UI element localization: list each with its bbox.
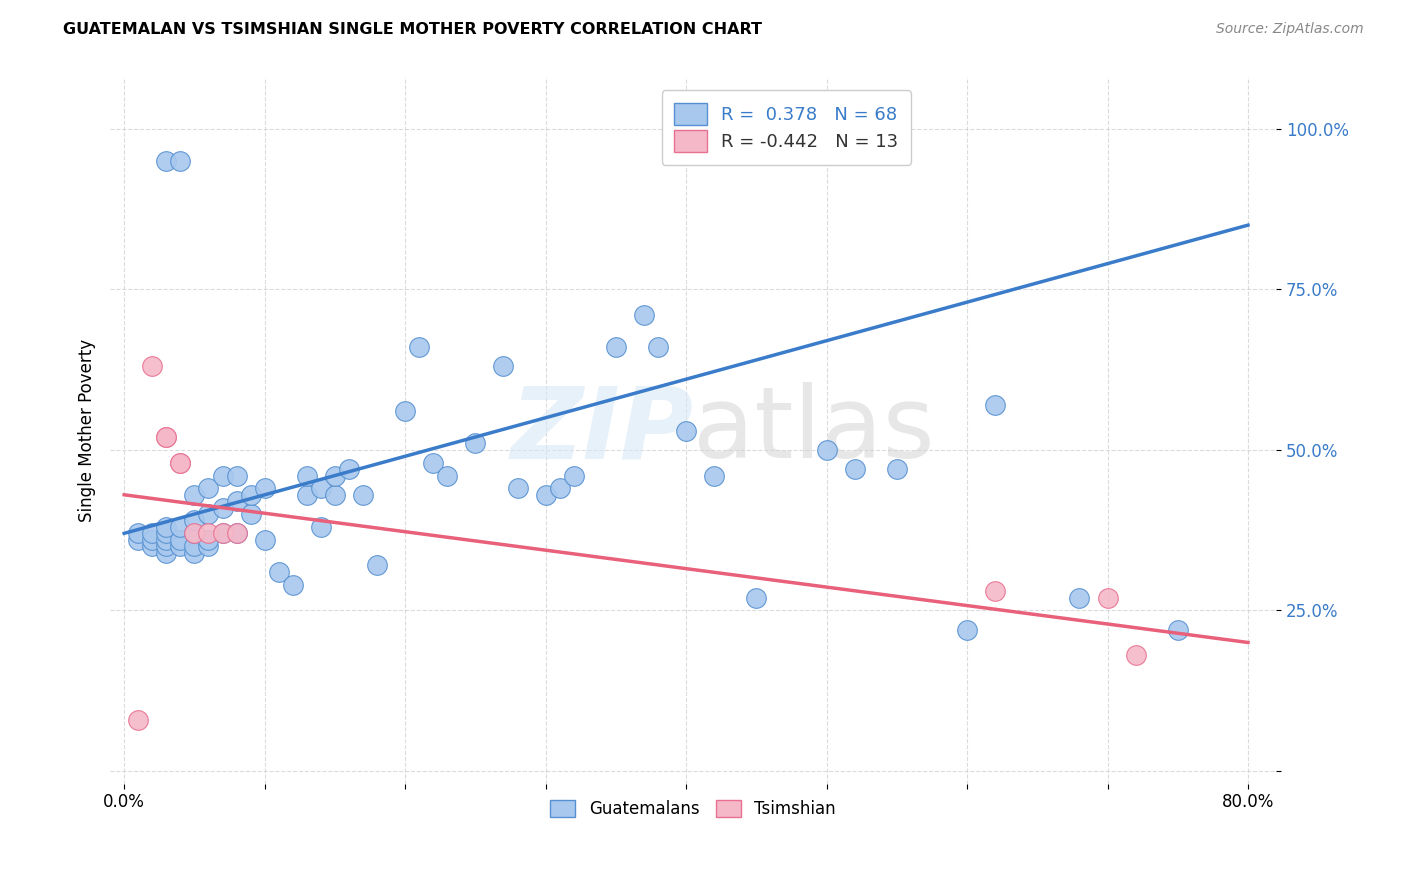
Point: [464, 436, 486, 450]
Point: [295, 468, 318, 483]
Point: [548, 482, 571, 496]
Point: [239, 488, 262, 502]
Point: [169, 520, 191, 534]
Point: [309, 482, 332, 496]
Point: [492, 359, 515, 374]
Point: [267, 565, 290, 579]
Point: [183, 513, 205, 527]
Point: [155, 430, 177, 444]
Point: [183, 526, 205, 541]
Point: [281, 577, 304, 591]
Point: [225, 526, 247, 541]
Point: [127, 533, 149, 547]
Point: [197, 482, 219, 496]
Point: [155, 520, 177, 534]
Text: GUATEMALAN VS TSIMSHIAN SINGLE MOTHER POVERTY CORRELATION CHART: GUATEMALAN VS TSIMSHIAN SINGLE MOTHER PO…: [63, 22, 762, 37]
Point: [141, 359, 163, 374]
Point: [562, 468, 585, 483]
Point: [436, 468, 458, 483]
Point: [1069, 591, 1091, 605]
Point: [141, 526, 163, 541]
Point: [703, 468, 725, 483]
Point: [633, 308, 655, 322]
Point: [141, 533, 163, 547]
Y-axis label: Single Mother Poverty: Single Mother Poverty: [79, 339, 96, 522]
Point: [366, 558, 388, 573]
Point: [534, 488, 557, 502]
Point: [337, 462, 360, 476]
Point: [127, 526, 149, 541]
Point: [183, 488, 205, 502]
Point: [984, 584, 1007, 599]
Point: [295, 488, 318, 502]
Point: [253, 533, 276, 547]
Point: [169, 533, 191, 547]
Text: Source: ZipAtlas.com: Source: ZipAtlas.com: [1216, 22, 1364, 37]
Point: [675, 424, 697, 438]
Point: [408, 340, 430, 354]
Point: [197, 526, 219, 541]
Point: [183, 526, 205, 541]
Point: [155, 430, 177, 444]
Point: [1167, 623, 1189, 637]
Point: [253, 482, 276, 496]
Point: [956, 623, 979, 637]
Point: [984, 398, 1007, 412]
Point: [211, 468, 233, 483]
Point: [183, 545, 205, 559]
Point: [211, 526, 233, 541]
Point: [1097, 591, 1119, 605]
Point: [197, 533, 219, 547]
Point: [169, 153, 191, 168]
Point: [155, 533, 177, 547]
Point: [745, 591, 768, 605]
Point: [211, 526, 233, 541]
Point: [225, 468, 247, 483]
Point: [127, 713, 149, 727]
Point: [394, 404, 416, 418]
Point: [225, 526, 247, 541]
Point: [197, 507, 219, 521]
Point: [1125, 648, 1147, 663]
Point: [844, 462, 866, 476]
Point: [506, 482, 529, 496]
Point: [169, 456, 191, 470]
Point: [197, 539, 219, 553]
Point: [323, 488, 346, 502]
Point: [309, 520, 332, 534]
Point: [155, 153, 177, 168]
Point: [211, 500, 233, 515]
Point: [155, 526, 177, 541]
Point: [352, 488, 374, 502]
Point: [169, 539, 191, 553]
Point: [155, 539, 177, 553]
Point: [183, 539, 205, 553]
Point: [155, 545, 177, 559]
Point: [605, 340, 627, 354]
Legend: Guatemalans, Tsimshian: Guatemalans, Tsimshian: [544, 793, 842, 825]
Text: ZIP: ZIP: [510, 382, 693, 479]
Point: [647, 340, 669, 354]
Point: [169, 456, 191, 470]
Point: [239, 507, 262, 521]
Point: [422, 456, 444, 470]
Point: [141, 539, 163, 553]
Point: [815, 442, 838, 457]
Point: [323, 468, 346, 483]
Point: [886, 462, 908, 476]
Text: atlas: atlas: [693, 382, 935, 479]
Point: [225, 494, 247, 508]
